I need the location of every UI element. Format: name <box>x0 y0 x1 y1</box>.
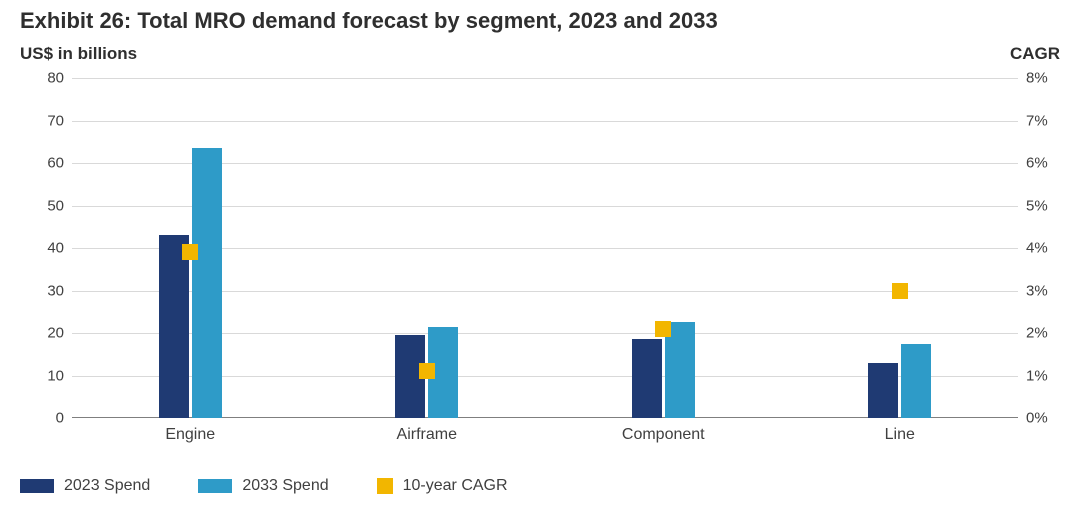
y-tick-left: 10 <box>47 367 64 384</box>
y-axis-right-label: CAGR <box>1010 44 1060 64</box>
chart-title: Exhibit 26: Total MRO demand forecast by… <box>20 8 718 34</box>
y-tick-right: 4% <box>1026 240 1048 257</box>
cagr-marker <box>182 244 198 260</box>
y-tick-left: 0 <box>56 410 64 427</box>
y-axis-left-label: US$ in billions <box>20 44 137 64</box>
cagr-marker <box>655 321 671 337</box>
y-tick-left: 70 <box>47 112 64 129</box>
y-tick-right: 1% <box>1026 367 1048 384</box>
category-label: Component <box>622 426 705 444</box>
category-label: Engine <box>165 426 215 444</box>
bar <box>868 363 898 418</box>
exhibit-chart: Exhibit 26: Total MRO demand forecast by… <box>0 0 1080 509</box>
y-tick-left: 50 <box>47 197 64 214</box>
legend-item: 2023 Spend <box>20 477 150 495</box>
legend-label: 2023 Spend <box>64 477 150 495</box>
legend-swatch <box>198 479 232 493</box>
cagr-marker <box>892 283 908 299</box>
legend-marker-icon <box>377 478 393 494</box>
y-tick-right: 3% <box>1026 282 1048 299</box>
legend-item: 10-year CAGR <box>377 477 508 495</box>
y-tick-left: 60 <box>47 155 64 172</box>
category-label: Airframe <box>397 426 457 444</box>
y-tick-right: 5% <box>1026 197 1048 214</box>
y-tick-right: 2% <box>1026 325 1048 342</box>
cagr-marker <box>419 363 435 379</box>
legend-swatch <box>20 479 54 493</box>
category-label: Line <box>885 426 915 444</box>
y-tick-right: 8% <box>1026 70 1048 87</box>
y-tick-left: 20 <box>47 325 64 342</box>
plot-area: 00%101%202%303%404%505%606%707%808%Engin… <box>72 78 1018 418</box>
legend-label: 2033 Spend <box>242 477 328 495</box>
y-tick-right: 6% <box>1026 155 1048 172</box>
y-tick-right: 0% <box>1026 410 1048 427</box>
y-tick-left: 80 <box>47 70 64 87</box>
y-tick-left: 30 <box>47 282 64 299</box>
y-tick-right: 7% <box>1026 112 1048 129</box>
y-tick-left: 40 <box>47 240 64 257</box>
legend-label: 10-year CAGR <box>403 477 508 495</box>
legend-item: 2033 Spend <box>198 477 328 495</box>
bar <box>901 344 931 418</box>
bar <box>192 148 222 418</box>
gridline <box>72 78 1018 79</box>
bar <box>159 235 189 418</box>
legend: 2023 Spend 2033 Spend 10-year CAGR <box>20 477 508 495</box>
gridline <box>72 121 1018 122</box>
bar <box>632 339 662 418</box>
